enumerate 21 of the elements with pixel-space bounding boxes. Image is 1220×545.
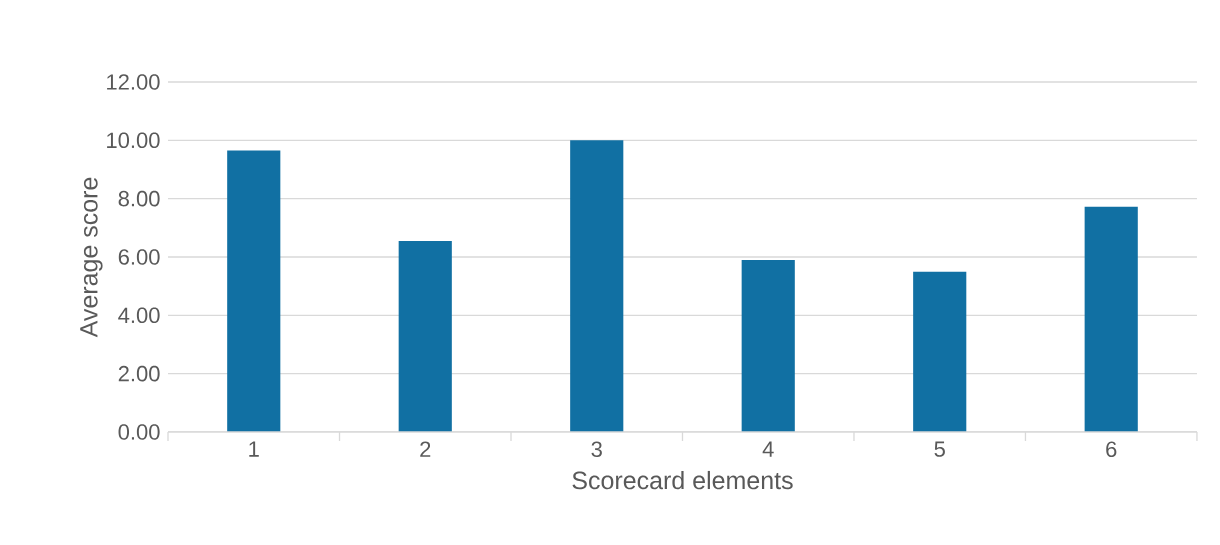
bar — [570, 140, 624, 432]
x-tick-label: 5 — [934, 441, 945, 457]
y-tick-label: 0.00 — [118, 424, 160, 440]
y-tick-label: 12.00 — [107, 74, 160, 90]
x-tick-label: 4 — [762, 441, 774, 457]
bar — [913, 271, 967, 432]
y-tick-label: 4.00 — [118, 307, 160, 324]
x-tick-label: 6 — [1106, 441, 1117, 458]
x-axis-title: Scorecard elements — [572, 470, 793, 490]
y-tick-label: 10.00 — [107, 132, 160, 149]
bar — [1084, 206, 1138, 432]
x-tick-label: 3 — [591, 441, 602, 458]
bar — [227, 150, 281, 432]
y-tick-label: 2.00 — [118, 365, 160, 382]
y-tick-label: 6.00 — [118, 249, 160, 265]
bar — [398, 240, 452, 432]
y-tick-label: 8.00 — [118, 190, 160, 207]
x-tick-label: 1 — [249, 441, 259, 457]
y-axis-title: Average score — [80, 177, 103, 338]
bar — [741, 259, 795, 432]
x-tick-label: 2 — [420, 441, 431, 457]
